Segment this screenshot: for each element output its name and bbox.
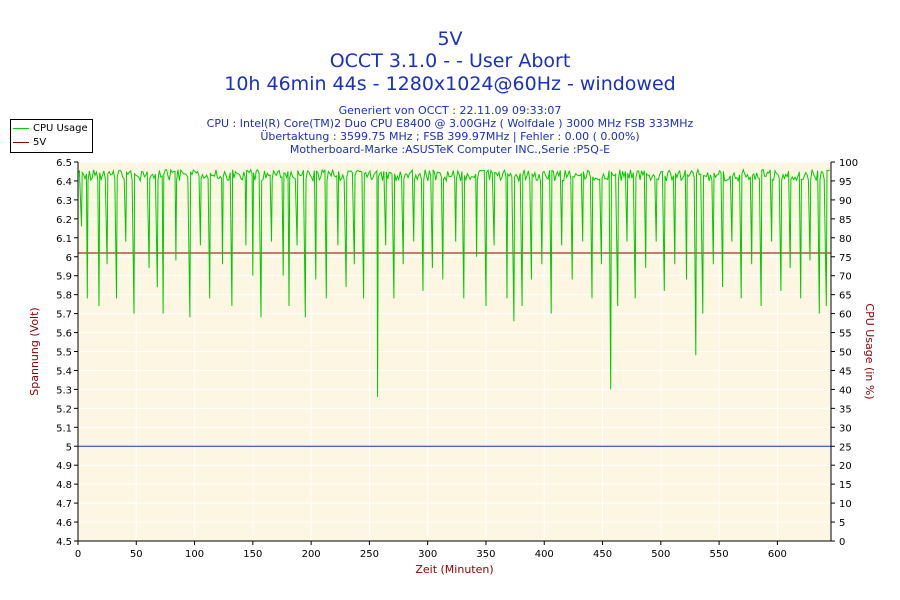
chart-legend: CPU Usage 5V	[10, 119, 93, 153]
y-tick-label: 5.1	[56, 423, 72, 434]
y-tick-label: 4.5	[56, 537, 72, 548]
y-tick-label: 6	[66, 253, 72, 264]
y-tick-label: 5.6	[56, 329, 72, 340]
x-tick-label: 300	[418, 549, 437, 560]
x-tick-label: 500	[651, 549, 670, 560]
y2-tick-label: 55	[839, 329, 852, 340]
y2-tick-label: 20	[839, 461, 852, 472]
y2-tick-label: 90	[839, 196, 852, 207]
y-tick-label: 4.6	[56, 518, 72, 529]
y-tick-label: 5.9	[56, 272, 72, 283]
y2-tick-label: 0	[839, 537, 845, 548]
y2-axis-label: CPU Usage (in %)	[863, 303, 876, 399]
legend-swatch-5v	[13, 141, 29, 143]
y-tick-label: 6.1	[56, 234, 72, 245]
overclock-info: Übertaktung : 3599.75 MHz ; FSB 399.97MH…	[260, 130, 640, 143]
y2-tick-label: 35	[839, 404, 852, 415]
chart-subtitle: OCCT 3.1.0 - - User Abort	[329, 50, 571, 72]
cpu-info: CPU : Intel(R) Core(TM)2 Duo CPU E8400 @…	[206, 117, 694, 130]
chart-run-info: 10h 46min 44s - 1280x1024@60Hz - windowe…	[224, 73, 676, 95]
y-tick-label: 6.5	[56, 158, 72, 169]
y2-tick-label: 10	[839, 499, 852, 510]
series-line-cpu-usage	[77, 168, 831, 398]
x-tick-label: 350	[476, 549, 495, 560]
y2-tick-label: 50	[839, 348, 852, 359]
x-axis-label: Zeit (Minuten)	[415, 563, 493, 576]
y2-tick-label: 60	[839, 310, 852, 321]
y-tick-label: 5	[66, 442, 72, 453]
y-tick-label: 4.9	[56, 461, 72, 472]
y2-tick-label: 45	[839, 366, 852, 377]
motherboard-info: Motherboard-Marke :ASUSTeK Computer INC.…	[289, 143, 611, 156]
y2-tick-label: 80	[839, 234, 852, 245]
legend-label-cpu-usage: CPU Usage	[33, 123, 88, 134]
y-tick-label: 5.8	[56, 291, 72, 302]
y-tick-label: 4.7	[56, 499, 72, 510]
y-axis-label: Spannung (Volt)	[28, 307, 41, 395]
y-tick-label: 5.2	[56, 404, 72, 415]
y2-tick-label: 5	[839, 518, 845, 529]
y-tick-label: 5.5	[56, 348, 72, 359]
y-tick-label: 6.3	[56, 196, 72, 207]
y2-tick-label: 95	[839, 177, 852, 188]
x-tick-label: 450	[593, 549, 612, 560]
y2-tick-label: 40	[839, 385, 852, 396]
chart-title: 5V	[437, 28, 463, 50]
y-tick-label: 5.4	[56, 366, 72, 377]
y2-tick-label: 30	[839, 423, 852, 434]
y-tick-label: 6.2	[56, 215, 72, 226]
y2-tick-label: 70	[839, 272, 852, 283]
y2-tick-label: 75	[839, 253, 852, 264]
legend-label-5v: 5V	[33, 137, 47, 148]
x-tick-label: 100	[185, 549, 204, 560]
y-tick-label: 4.8	[56, 480, 72, 491]
x-tick-label: 400	[535, 549, 554, 560]
legend-item-5v: 5V	[13, 137, 46, 149]
y2-tick-label: 15	[839, 480, 852, 491]
y-tick-label: 6.4	[56, 177, 72, 188]
y2-tick-label: 25	[839, 442, 852, 453]
x-tick-label: 50	[130, 549, 143, 560]
x-tick-label: 150	[243, 549, 262, 560]
legend-item-cpu-usage: CPU Usage	[13, 123, 88, 135]
y2-tick-label: 100	[839, 158, 858, 169]
y-tick-label: 5.7	[56, 310, 72, 321]
y2-tick-label: 85	[839, 215, 852, 226]
x-tick-label: 600	[768, 549, 787, 560]
generated-info: Generiert von OCCT : 22.11.09 09:33:07	[338, 104, 562, 117]
y2-tick-label: 65	[839, 291, 852, 302]
y-tick-label: 5.3	[56, 385, 72, 396]
x-tick-label: 250	[360, 549, 379, 560]
x-tick-label: 550	[710, 549, 729, 560]
legend-swatch-cpu-usage	[13, 127, 29, 129]
x-tick-label: 200	[302, 549, 321, 560]
x-tick-label: 0	[75, 549, 81, 560]
